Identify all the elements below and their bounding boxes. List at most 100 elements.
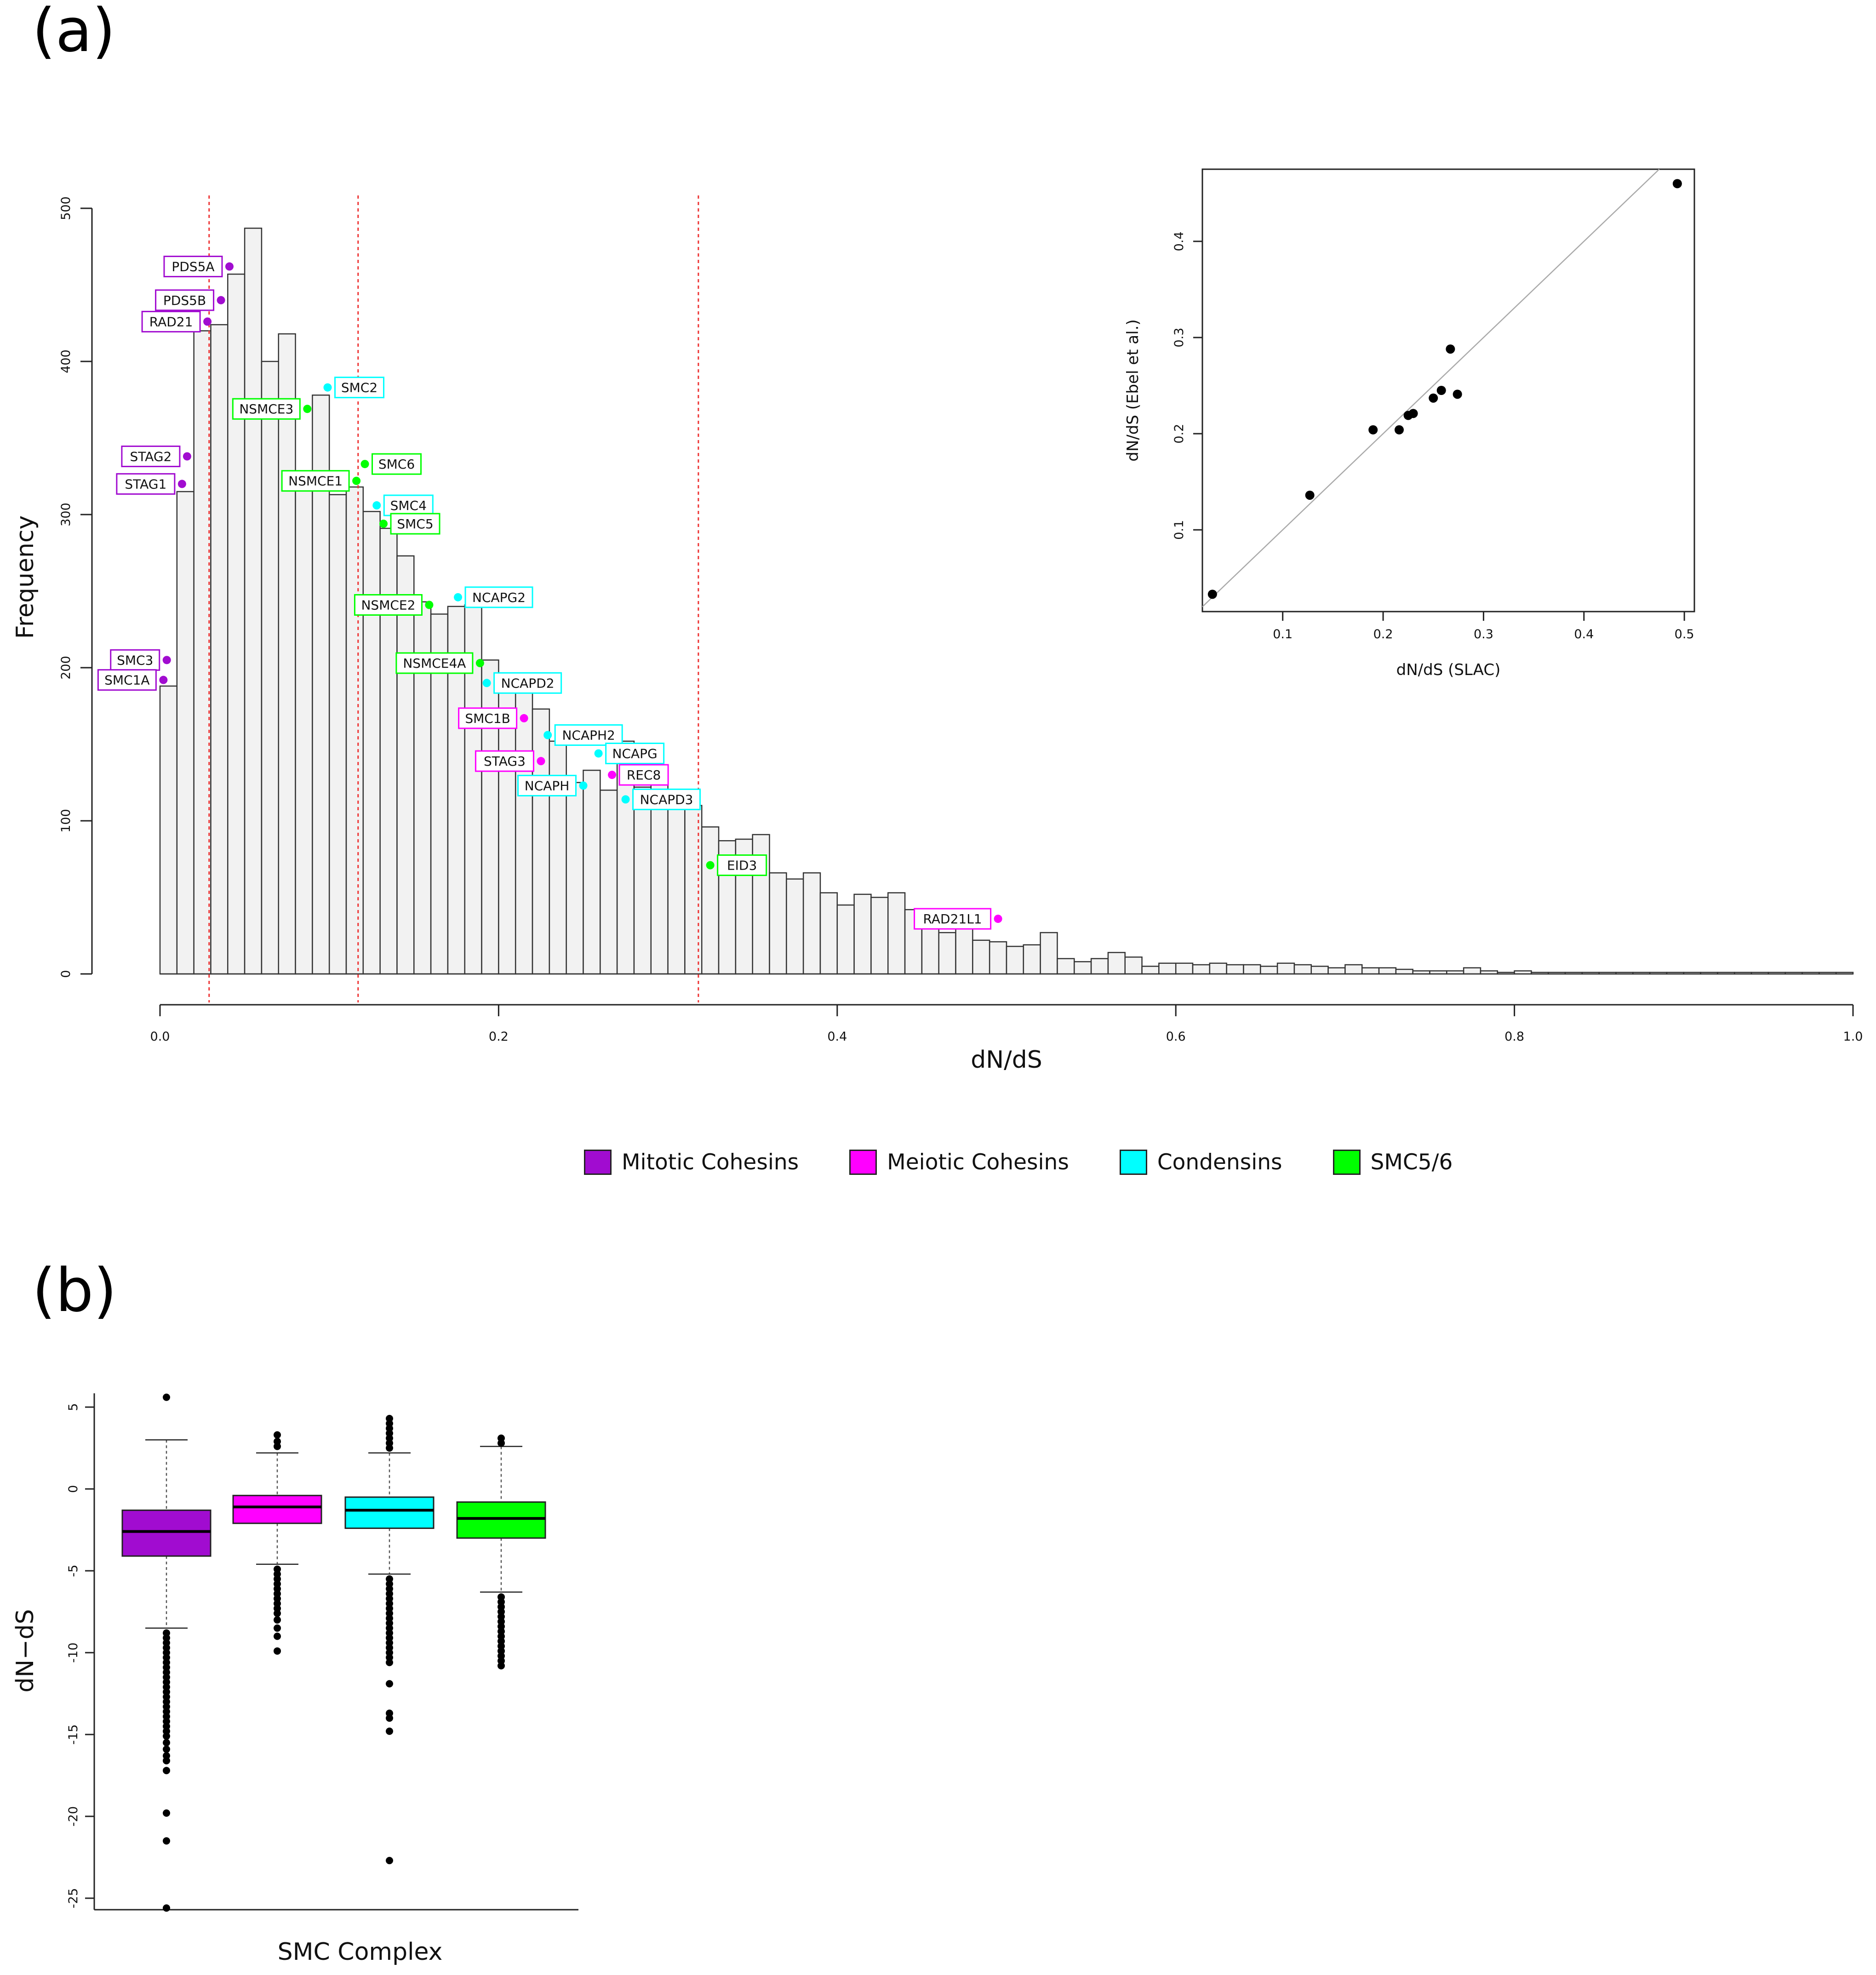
histogram-bar xyxy=(887,892,906,975)
inset-point xyxy=(1429,393,1438,403)
inset-point xyxy=(1305,490,1315,500)
inset-point xyxy=(1436,386,1446,395)
box-y-tick-label: -15 xyxy=(66,1724,80,1745)
gene-point xyxy=(594,749,603,758)
histogram-bar xyxy=(1276,962,1295,975)
box-outlier xyxy=(274,1431,281,1439)
box-outlier xyxy=(386,1414,393,1422)
histogram-bar xyxy=(210,324,229,975)
histogram-bar xyxy=(1124,956,1143,975)
box-outlier xyxy=(274,1616,281,1624)
gene-label-box xyxy=(383,494,434,516)
legend-item: SMC5/6 xyxy=(1333,1150,1453,1175)
histogram-bar xyxy=(769,872,787,975)
gene-label-text: NCAPH xyxy=(525,778,570,793)
histogram-bar xyxy=(396,555,415,975)
gene-point xyxy=(303,405,312,413)
gene-label-text: SMC4 xyxy=(390,498,427,513)
histogram-bar xyxy=(1378,967,1397,975)
gene-label-box xyxy=(281,470,350,492)
inset-y-tick-label: 0.3 xyxy=(1172,328,1186,348)
gene-label-text: SMC1B xyxy=(465,711,510,726)
inset-y-tick-label: 0.2 xyxy=(1172,424,1186,444)
histogram-bar xyxy=(583,769,601,975)
histogram-bar xyxy=(1158,962,1177,975)
histogram-bar xyxy=(870,897,889,975)
inset-y-axis-title: dN/dS (Ebel et al.) xyxy=(1124,319,1142,461)
gene-label-box xyxy=(354,594,423,616)
gene-point xyxy=(520,714,528,722)
histogram-bar xyxy=(1023,944,1041,975)
gene-label-box xyxy=(121,445,181,467)
histogram-bar xyxy=(1260,966,1278,975)
inset-point xyxy=(1672,179,1682,189)
gene-point xyxy=(217,296,225,304)
y-tick-label: 100 xyxy=(59,809,73,833)
gene-label-box xyxy=(97,669,157,691)
box-outlier xyxy=(274,1632,281,1640)
panel-label-b: (b) xyxy=(32,1255,117,1325)
inset-point xyxy=(1446,344,1455,354)
gene-label-text: REC8 xyxy=(627,767,661,783)
box-outlier xyxy=(386,1659,393,1666)
gene-label-box xyxy=(464,586,533,608)
legend-swatch xyxy=(584,1150,612,1175)
inset-point xyxy=(1368,425,1378,435)
legend-label: Meiotic Cohesins xyxy=(887,1150,1069,1175)
box-y-tick-label: -5 xyxy=(66,1565,80,1577)
box-outlier xyxy=(163,1809,170,1817)
histogram-bar xyxy=(278,333,296,975)
histogram-bar xyxy=(328,494,347,975)
histogram-bar xyxy=(1209,962,1227,975)
gene-point xyxy=(360,460,369,469)
inset-point xyxy=(1408,409,1418,418)
box-outlier xyxy=(274,1647,281,1655)
histogram-bar xyxy=(853,893,872,975)
gene-label-text: NCAPG xyxy=(612,746,658,761)
histogram-bar xyxy=(600,790,618,975)
gene-point xyxy=(352,476,361,485)
histogram-bar xyxy=(938,932,956,975)
gene-point xyxy=(537,757,545,766)
inset-point xyxy=(1395,425,1404,435)
gene-label-box xyxy=(110,649,160,671)
box-outlier xyxy=(498,1662,505,1670)
gene-label-box xyxy=(395,652,474,674)
gene-label-box xyxy=(554,724,623,746)
box-outlier xyxy=(163,1837,170,1845)
box-iqr xyxy=(232,1494,322,1524)
histogram-bar xyxy=(667,790,686,975)
gene-point xyxy=(706,861,715,870)
legend: Mitotic Cohesins Meiotic Cohesins Condensi… xyxy=(584,1150,1453,1175)
histogram-bar xyxy=(701,826,720,975)
gene-label-text: EID3 xyxy=(727,858,757,873)
gene-point xyxy=(543,731,552,739)
gene-label-text: NCAPH2 xyxy=(562,728,615,743)
histogram-bar xyxy=(227,273,246,975)
box-outlier xyxy=(163,1757,170,1764)
histogram-bar xyxy=(1090,958,1109,975)
inset-y-tick-label: 0.4 xyxy=(1172,231,1186,251)
gene-point xyxy=(425,601,434,609)
histogram-bar xyxy=(430,613,449,975)
histogram-bar xyxy=(989,941,1007,975)
gene-label-box xyxy=(334,377,385,399)
gene-point xyxy=(379,519,388,528)
histogram-bar xyxy=(362,511,381,975)
y-tick-label: 0 xyxy=(59,970,73,978)
histogram-bar xyxy=(193,330,212,975)
box-iqr xyxy=(121,1509,212,1557)
gene-point xyxy=(482,679,491,687)
gene-point xyxy=(159,676,168,684)
gene-label-text: NSMCE4A xyxy=(403,656,466,671)
box-y-tick-label: 5 xyxy=(66,1403,80,1411)
histogram-bar xyxy=(345,486,364,975)
histogram-bar xyxy=(786,878,804,975)
box-iqr xyxy=(456,1501,546,1539)
histogram-bar xyxy=(684,805,703,975)
inset-point xyxy=(1453,389,1462,399)
panel-label-a: (a) xyxy=(32,0,116,65)
box-iqr xyxy=(344,1496,435,1529)
histogram-bar xyxy=(1361,967,1380,975)
